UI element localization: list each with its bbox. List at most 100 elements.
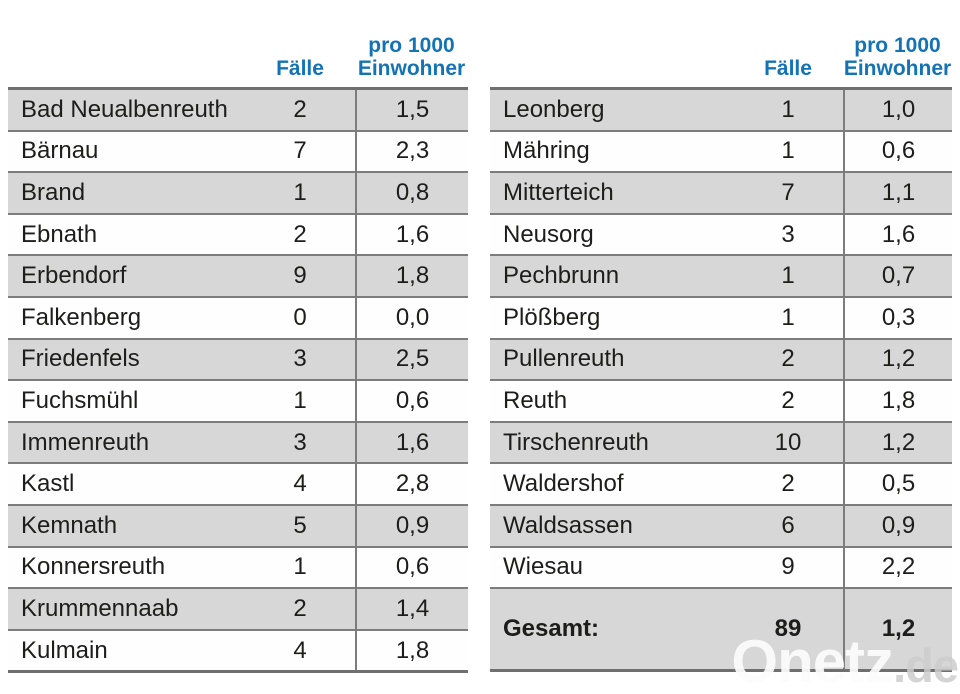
municipality-name: Pullenreuth — [503, 345, 625, 373]
rate-value: 2,5 — [355, 339, 468, 380]
column-header-cases: Fälle — [733, 57, 843, 80]
rate-value: 1,2 — [843, 339, 952, 380]
total-label: Gesamt: — [503, 615, 600, 643]
cases-value: 7 — [781, 178, 795, 206]
rate-value: 1,6 — [355, 422, 468, 463]
cases-value: 2 — [781, 386, 795, 414]
cases-value: 2 — [781, 345, 795, 373]
table-right-rows: Leonberg 1 1,0 Mähring 1 0,6 Mitterteich — [490, 90, 952, 588]
table-row: Friedenfels 3 2,5 — [8, 337, 468, 380]
rate-value: 0,9 — [355, 505, 468, 546]
table-row: Konnersreuth 1 0,6 — [8, 545, 468, 588]
cases-value: 5 — [293, 511, 307, 539]
cases-value: 2 — [781, 470, 795, 498]
cases-table-left: Fälle pro 1000 Einwohner Bad Neualbenreu… — [8, 0, 468, 674]
table-row: Kastl 4 2,8 — [8, 462, 468, 504]
rate-value: 1,5 — [355, 90, 468, 130]
cases-value: 2 — [293, 594, 307, 622]
municipality-name: Pechbrunn — [503, 262, 620, 290]
municipality-name: Friedenfels — [21, 345, 140, 373]
table-row: Erbendorf 9 1,8 — [8, 254, 468, 296]
tables-container: Fälle pro 1000 Einwohner Bad Neualbenreu… — [8, 0, 952, 674]
table-row: Wiesau 9 2,2 — [490, 545, 952, 588]
cases-value: 4 — [293, 470, 307, 498]
column-header-cases: Fälle — [245, 57, 355, 80]
municipality-name: Neusorg — [503, 220, 594, 248]
table-row: Kulmain 4 1,8 — [8, 628, 468, 671]
municipality-name: Falkenberg — [21, 303, 142, 331]
column-header-rate: pro 1000 Einwohner — [843, 34, 952, 80]
rate-value: 1,1 — [843, 173, 952, 213]
municipality-name: Waldsassen — [503, 511, 633, 539]
table-right-header: Fälle pro 1000 Einwohner — [490, 0, 952, 87]
cases-value: 9 — [781, 553, 795, 581]
cases-value: 3 — [293, 345, 307, 373]
rate-value: 0,7 — [843, 256, 952, 296]
table-left-body: Bad Neualbenreuth 2 1,5 Bärnau 7 2,3 Bra… — [8, 87, 468, 674]
cases-value: 1 — [781, 303, 795, 331]
table-row: Kemnath 5 0,9 — [8, 503, 468, 546]
cases-value: 3 — [293, 428, 307, 456]
cases-value: 1 — [293, 178, 307, 206]
rate-value: 1,8 — [843, 381, 952, 421]
municipality-name: Waldershof — [503, 470, 624, 498]
table-row: Waldershof 2 0,5 — [490, 462, 952, 504]
municipality-name: Krummennaab — [21, 594, 179, 622]
cases-value: 10 — [774, 428, 802, 456]
rate-value: 1,2 — [843, 422, 952, 463]
table-row: Immenreuth 3 1,6 — [8, 420, 468, 463]
rate-header-line1: pro 1000 — [368, 34, 455, 57]
cases-value: 1 — [293, 553, 307, 581]
cases-value: 9 — [293, 262, 307, 290]
rate-value: 2,8 — [355, 464, 468, 504]
table-row: Leonberg 1 1,0 — [490, 90, 952, 130]
cases-value: 7 — [293, 137, 307, 165]
table-row: Waldsassen 6 0,9 — [490, 503, 952, 546]
municipality-name: Immenreuth — [21, 428, 150, 456]
municipality-name: Plößberg — [503, 303, 601, 331]
cases-value: 1 — [781, 95, 795, 123]
municipality-name: Erbendorf — [21, 262, 127, 290]
municipality-name: Mitterteich — [503, 178, 614, 206]
municipality-name: Fuchsmühl — [21, 386, 139, 414]
table-row: Pullenreuth 2 1,2 — [490, 337, 952, 380]
municipality-name: Brand — [21, 178, 86, 206]
municipality-name: Kulmain — [21, 636, 108, 664]
table-row: Mitterteich 7 1,1 — [490, 171, 952, 213]
rate-value: 1,6 — [843, 214, 952, 255]
rate-value: 2,2 — [843, 547, 952, 588]
rate-value: 1,8 — [355, 256, 468, 296]
rate-value: 1,6 — [355, 214, 468, 255]
cases-value: 0 — [293, 303, 307, 331]
table-row: Neusorg 3 1,6 — [490, 212, 952, 255]
rate-header-line1: pro 1000 — [854, 34, 941, 57]
table-row: Falkenberg 0 0,0 — [8, 295, 468, 338]
rate-value: 1,0 — [843, 90, 952, 130]
municipality-name: Tirschenreuth — [503, 428, 649, 456]
rate-value: 0,3 — [843, 297, 952, 338]
cases-value: 1 — [781, 137, 795, 165]
rate-value: 0,6 — [355, 381, 468, 421]
table-row: Tirschenreuth 10 1,2 — [490, 420, 952, 463]
table-row: Bad Neualbenreuth 2 1,5 — [8, 90, 468, 130]
table-row: Brand 1 0,8 — [8, 171, 468, 213]
table-row: Plößberg 1 0,3 — [490, 295, 952, 338]
cases-value: 6 — [781, 511, 795, 539]
table-right-body: Leonberg 1 1,0 Mähring 1 0,6 Mitterteich — [490, 87, 952, 673]
table-row: Bärnau 7 2,3 — [8, 129, 468, 172]
cases-header-label: Fälle — [276, 57, 324, 80]
municipality-name: Kastl — [21, 470, 75, 498]
column-header-rate: pro 1000 Einwohner — [355, 34, 468, 80]
total-rate-value: 1,2 — [843, 589, 952, 670]
municipality-name: Konnersreuth — [21, 553, 166, 581]
rate-value: 2,3 — [355, 131, 468, 172]
rate-value: 0,6 — [355, 547, 468, 588]
rate-value: 0,5 — [843, 464, 952, 504]
cases-value: 2 — [293, 220, 307, 248]
table-row: Krummennaab 2 1,4 — [8, 587, 468, 629]
rate-header-line2: Einwohner — [357, 57, 466, 80]
cases-value: 4 — [293, 636, 307, 664]
rate-value: 0,0 — [355, 297, 468, 338]
cases-value: 2 — [293, 95, 307, 123]
